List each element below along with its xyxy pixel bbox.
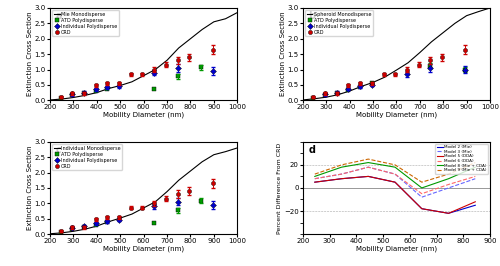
Model 2 (Mie) — [366, 175, 372, 178]
Model 6 (DDA) — [312, 177, 318, 180]
Model 6 (DDA) — [338, 172, 344, 176]
Model 5 (DDA) — [472, 200, 478, 203]
Model 2 (Mie) — [392, 181, 398, 184]
Model 9 (Mie + CDA) — [338, 163, 344, 167]
Model 8 (Mie + CDA) — [312, 175, 318, 178]
Model 2 (Mie) — [419, 207, 425, 210]
Model 6 (DDA) — [472, 175, 478, 178]
Model 6 (DDA) — [446, 183, 452, 186]
Model 9 (Mie + CDA) — [366, 157, 372, 161]
Model 3 (Mie) — [419, 196, 425, 199]
Model 9 (Mie + CDA) — [472, 161, 478, 164]
Model 9 (Mie + CDA) — [312, 172, 318, 176]
Model 8 (Mie + CDA) — [338, 165, 344, 169]
Model 6 (DDA) — [419, 192, 425, 195]
Line: Model 6 (DDA): Model 6 (DDA) — [315, 167, 476, 194]
Line: Model 8 (Mie + CDA): Model 8 (Mie + CDA) — [315, 163, 476, 188]
Legend: Model 2 (Mie), Model 3 (Mie), Model 5 (DDA), Model 6 (DDA), Model 8 (Mie + CDA),: Model 2 (Mie), Model 3 (Mie), Model 5 (D… — [436, 144, 488, 173]
Model 8 (Mie + CDA) — [366, 161, 372, 164]
Model 8 (Mie + CDA) — [419, 186, 425, 190]
Text: d: d — [308, 144, 316, 155]
X-axis label: Mobility Diameter (nm): Mobility Diameter (nm) — [356, 246, 437, 252]
Model 2 (Mie) — [338, 177, 344, 180]
Model 6 (DDA) — [392, 172, 398, 176]
Line: Model 3 (Mie): Model 3 (Mie) — [315, 167, 476, 197]
Model 2 (Mie) — [472, 204, 478, 207]
Model 2 (Mie) — [312, 181, 318, 184]
Model 8 (Mie + CDA) — [472, 165, 478, 169]
Y-axis label: Extinction Cross Section: Extinction Cross Section — [27, 146, 33, 230]
Model 3 (Mie) — [446, 186, 452, 190]
Legend: Individual Monodisperse, ATD Polydisperse, Individual Polydisperse, CRD: Individual Monodisperse, ATD Polydispers… — [52, 144, 122, 170]
Line: Model 9 (Mie + CDA): Model 9 (Mie + CDA) — [315, 159, 476, 182]
Model 3 (Mie) — [366, 165, 372, 169]
X-axis label: Mobility Diameter (nm): Mobility Diameter (nm) — [356, 112, 437, 118]
Model 8 (Mie + CDA) — [392, 165, 398, 169]
Model 3 (Mie) — [472, 177, 478, 180]
Y-axis label: Percent Difference From CRD: Percent Difference From CRD — [278, 142, 282, 234]
Model 5 (DDA) — [446, 212, 452, 215]
X-axis label: Mobility Diameter (nm): Mobility Diameter (nm) — [103, 246, 184, 252]
Model 3 (Mie) — [392, 172, 398, 176]
Y-axis label: Extinction Cross Section: Extinction Cross Section — [27, 12, 33, 97]
Legend: Mie Monodisperse, ATD Polydisperse, Individual Polydisperse, CRD: Mie Monodisperse, ATD Polydisperse, Indi… — [52, 10, 119, 36]
Model 5 (DDA) — [392, 181, 398, 184]
Model 5 (DDA) — [366, 175, 372, 178]
Model 9 (Mie + CDA) — [446, 172, 452, 176]
Model 9 (Mie + CDA) — [419, 181, 425, 184]
Model 5 (DDA) — [419, 207, 425, 210]
Model 3 (Mie) — [338, 172, 344, 176]
Text: c: c — [56, 144, 62, 155]
Model 2 (Mie) — [446, 212, 452, 215]
X-axis label: Mobility Diameter (nm): Mobility Diameter (nm) — [103, 112, 184, 118]
Line: Model 5 (DDA): Model 5 (DDA) — [315, 176, 476, 213]
Model 6 (DDA) — [366, 165, 372, 169]
Text: a: a — [56, 11, 62, 21]
Legend: Spheroid Monodisperse, ATD Polydisperse, Individual Polydisperse, CRD: Spheroid Monodisperse, ATD Polydisperse,… — [305, 10, 373, 36]
Y-axis label: Extinction Cross Section: Extinction Cross Section — [280, 12, 286, 97]
Model 8 (Mie + CDA) — [446, 177, 452, 180]
Model 3 (Mie) — [312, 177, 318, 180]
Model 9 (Mie + CDA) — [392, 163, 398, 167]
Model 5 (DDA) — [312, 181, 318, 184]
Text: b: b — [308, 11, 316, 21]
Line: Model 2 (Mie): Model 2 (Mie) — [315, 176, 476, 213]
Model 5 (DDA) — [338, 177, 344, 180]
